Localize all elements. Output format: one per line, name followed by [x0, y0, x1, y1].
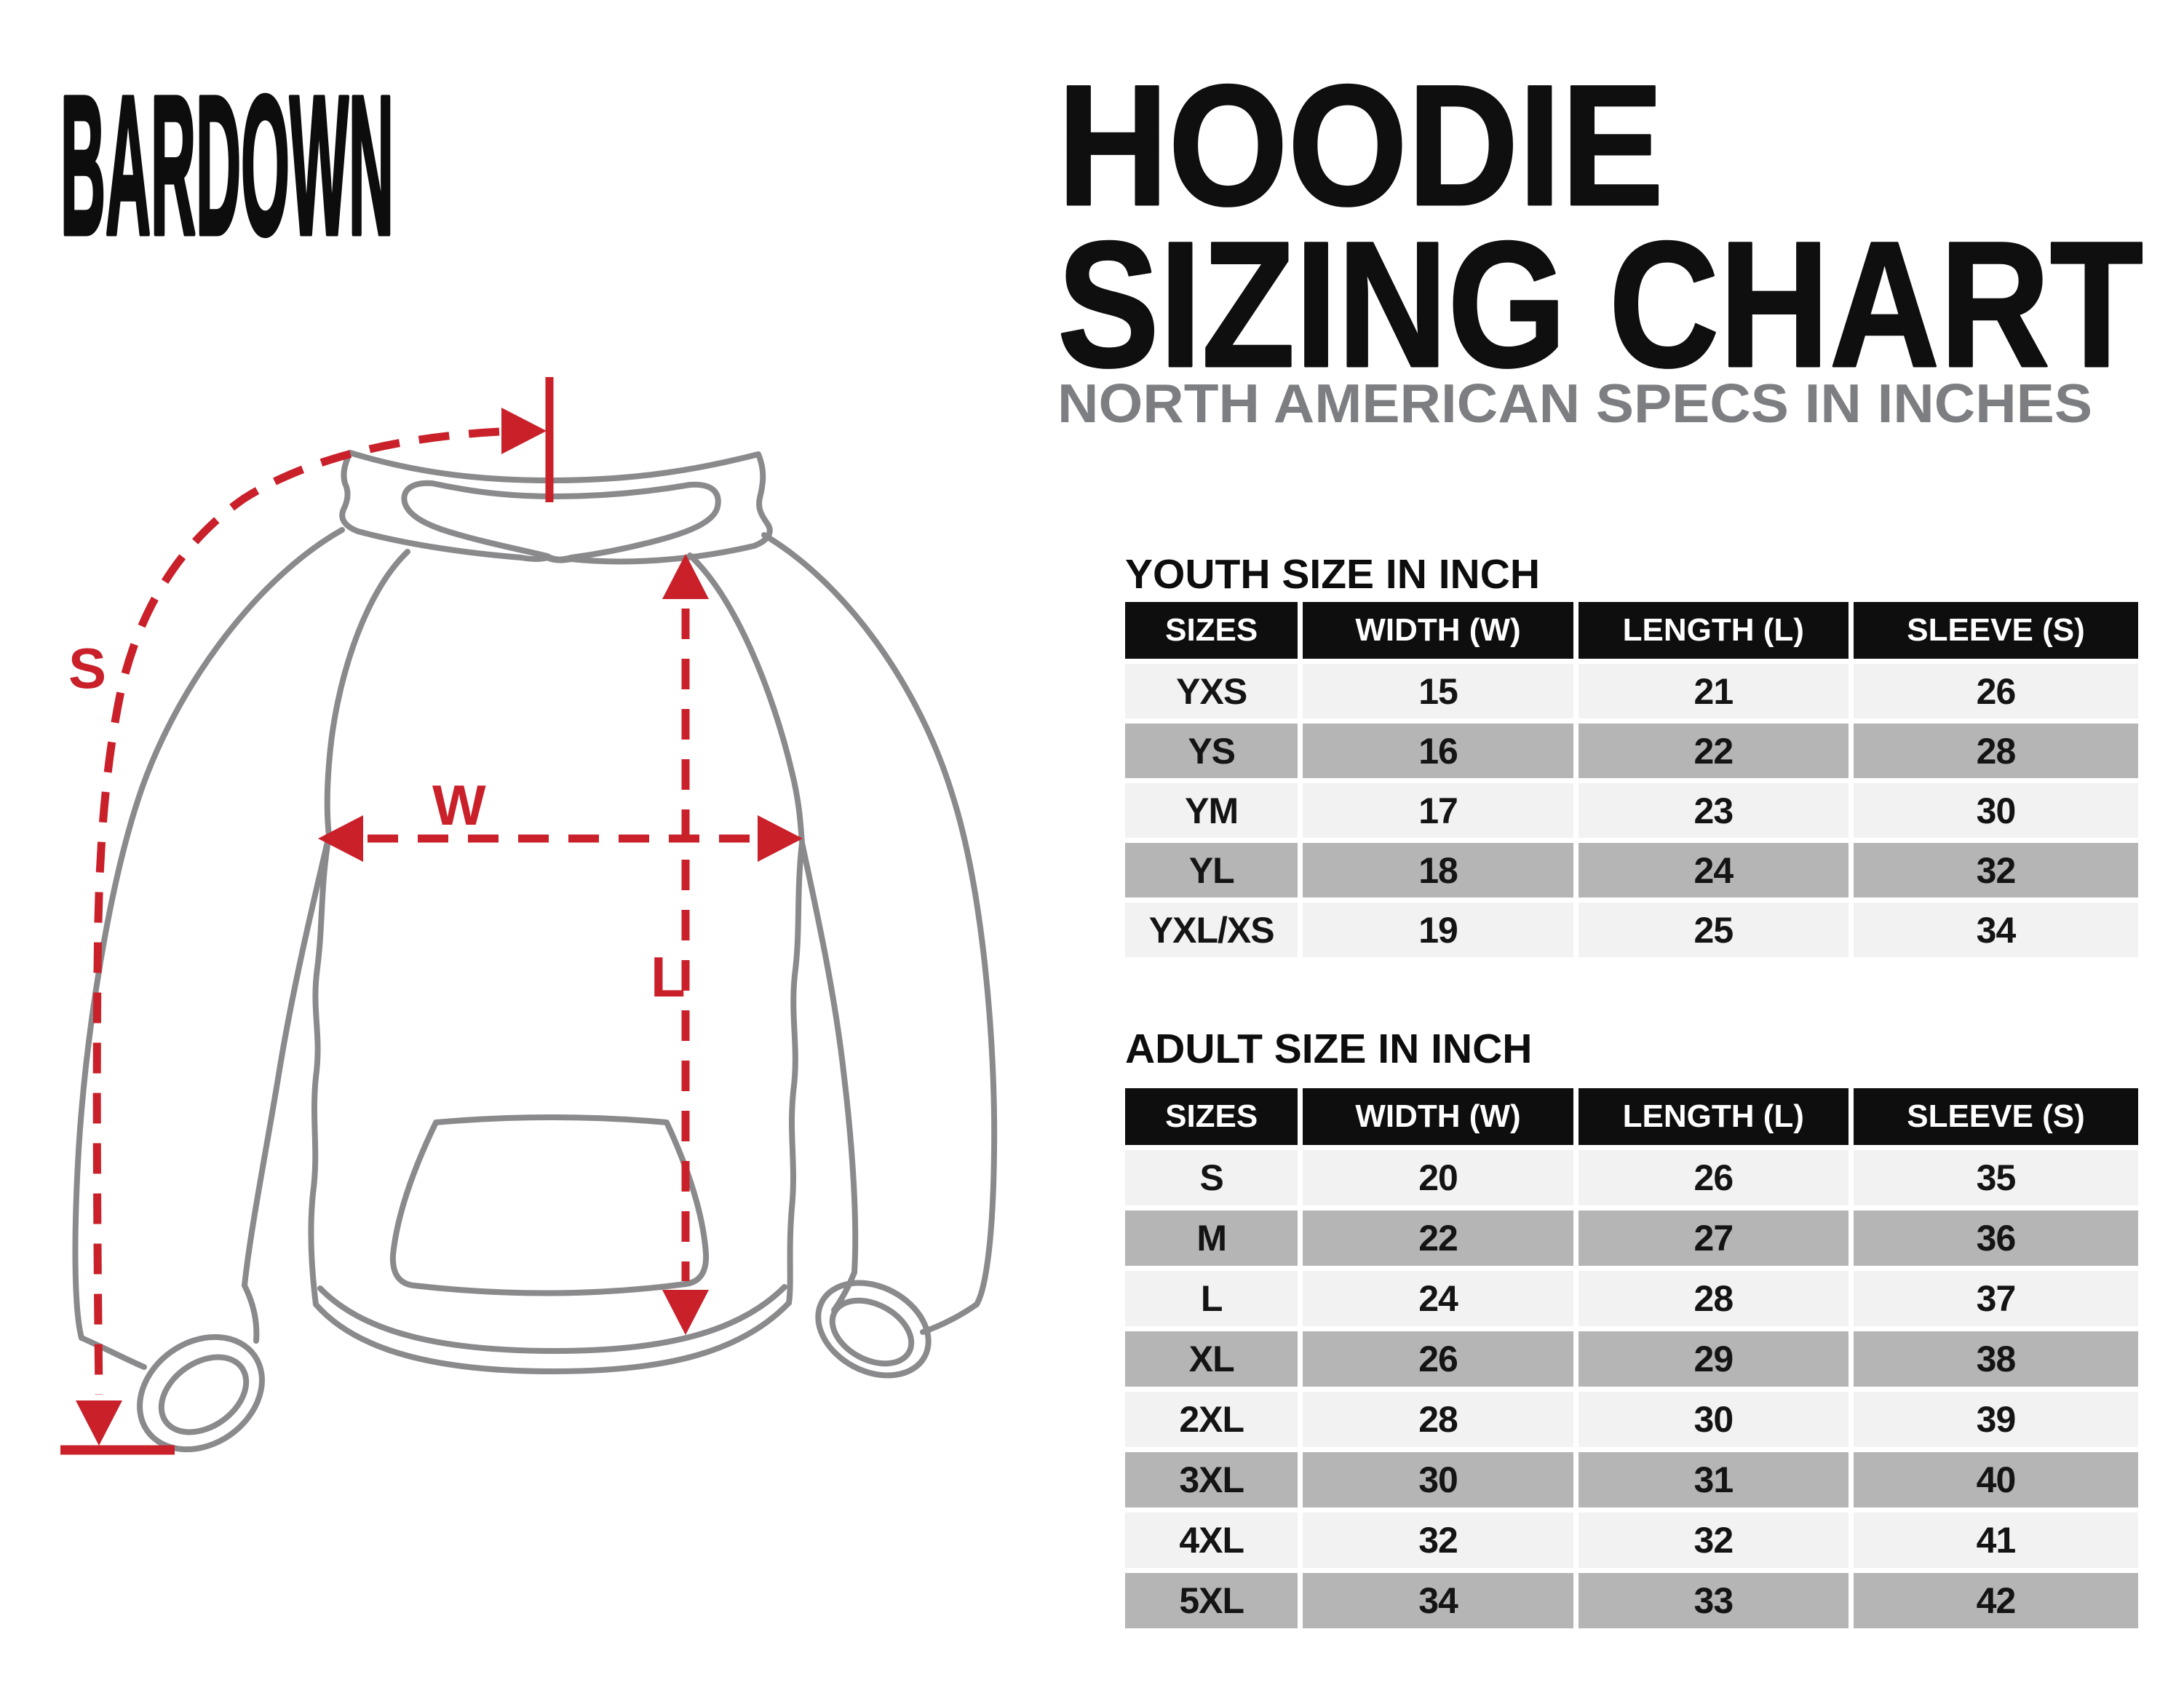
value-cell: 27	[1578, 1210, 1849, 1266]
youth-header-sizes: SIZES	[1125, 602, 1298, 659]
value-cell: 40	[1853, 1452, 2138, 1507]
sleeve-measure-line	[92, 427, 500, 1395]
value-cell: 30	[1853, 783, 2138, 838]
value-cell: 30	[1578, 1392, 1849, 1447]
value-cell: 22	[1578, 724, 1849, 778]
length-measure-label: L	[651, 945, 686, 1009]
adult-header-sleeve: SLEEVE (S)	[1853, 1088, 2138, 1145]
sleeve-arrow-down-icon	[76, 1400, 122, 1446]
value-cell: 37	[1853, 1271, 2138, 1326]
value-cell: 35	[1853, 1150, 2138, 1205]
size-cell: 3XL	[1125, 1452, 1298, 1507]
value-cell: 30	[1303, 1452, 1573, 1507]
value-cell: 32	[1303, 1513, 1573, 1568]
value-cell: 28	[1853, 724, 2138, 778]
value-cell: 24	[1303, 1271, 1573, 1326]
adult-header-sizes: SIZES	[1125, 1088, 1298, 1145]
value-cell: 41	[1853, 1513, 2138, 1568]
width-arrow-left-icon	[318, 815, 363, 862]
size-cell: YL	[1125, 843, 1298, 898]
size-cell: S	[1125, 1150, 1298, 1205]
value-cell: 28	[1578, 1271, 1849, 1326]
adult-header-width: WIDTH (W)	[1303, 1088, 1573, 1145]
value-cell: 26	[1853, 664, 2138, 718]
value-cell: 23	[1578, 783, 1849, 838]
size-cell: XL	[1125, 1331, 1298, 1387]
width-arrow-right-icon	[758, 815, 803, 862]
value-cell: 28	[1303, 1392, 1573, 1447]
size-cell: YXL/XS	[1125, 903, 1298, 957]
value-cell: 21	[1578, 664, 1849, 718]
brand-logo-text: BARDOWN	[60, 76, 394, 251]
hoodie-measurement-diagram: S W L	[60, 377, 998, 1455]
value-cell: 18	[1303, 843, 1573, 898]
adult-header-length: LENGTH (L)	[1578, 1088, 1849, 1145]
value-cell: 19	[1303, 903, 1573, 957]
value-cell: 17	[1303, 783, 1573, 838]
value-cell: 24	[1578, 843, 1849, 898]
value-cell: 22	[1303, 1210, 1573, 1266]
size-cell: YM	[1125, 783, 1298, 838]
adult-size-table: SIZES WIDTH (W) LENGTH (L) SLEEVE (S) S …	[1125, 1088, 2138, 1628]
hoodie-outline	[72, 450, 998, 1453]
value-cell: 20	[1303, 1150, 1573, 1205]
sleeve-arrow-right-icon	[501, 408, 547, 454]
youth-header-width: WIDTH (W)	[1303, 602, 1573, 659]
sleeve-measure-label: S	[68, 636, 106, 700]
size-cell: YS	[1125, 724, 1298, 778]
brand-logo: BARDOWN	[58, 76, 397, 251]
youth-header-length: LENGTH (L)	[1578, 602, 1849, 659]
value-cell: 16	[1303, 724, 1573, 778]
value-cell: 25	[1578, 903, 1849, 957]
page-subtitle: NORTH AMERICAN SPECS IN INCHES	[1057, 373, 2092, 434]
value-cell: 29	[1578, 1331, 1849, 1387]
value-cell: 26	[1303, 1331, 1573, 1387]
value-cell: 38	[1853, 1331, 2138, 1387]
value-cell: 32	[1853, 843, 2138, 898]
value-cell: 32	[1578, 1513, 1849, 1568]
size-cell: 5XL	[1125, 1573, 1298, 1628]
youth-table-title: YOUTH SIZE IN INCH	[1125, 551, 1541, 598]
value-cell: 34	[1853, 903, 2138, 957]
value-cell: 39	[1853, 1392, 2138, 1447]
value-cell: 31	[1578, 1452, 1849, 1507]
size-cell: 2XL	[1125, 1392, 1298, 1447]
size-cell: M	[1125, 1210, 1298, 1266]
size-cell: 4XL	[1125, 1513, 1298, 1568]
page-title-line1: HOODIE	[1057, 49, 1664, 242]
youth-size-table: SIZES WIDTH (W) LENGTH (L) SLEEVE (S) YX…	[1125, 602, 2138, 957]
value-cell: 34	[1303, 1573, 1573, 1628]
width-measure-label: W	[432, 773, 486, 837]
measurement-annotations: S W L	[60, 377, 803, 1455]
page-title-line2: SIZING CHART	[1057, 205, 2143, 405]
value-cell: 15	[1303, 664, 1573, 718]
length-arrow-down-icon	[662, 1290, 709, 1335]
value-cell: 33	[1578, 1573, 1849, 1628]
size-cell: YXS	[1125, 664, 1298, 718]
adult-table-title: ADULT SIZE IN INCH	[1125, 1026, 1533, 1072]
value-cell: 42	[1853, 1573, 2138, 1628]
value-cell: 26	[1578, 1150, 1849, 1205]
youth-header-sleeve: SLEEVE (S)	[1853, 602, 2138, 659]
size-cell: L	[1125, 1271, 1298, 1326]
value-cell: 36	[1853, 1210, 2138, 1266]
length-arrow-up-icon	[662, 554, 709, 599]
page-title-block: HOODIE SIZING CHART NORTH AMERICAN SPECS…	[1057, 49, 2145, 435]
